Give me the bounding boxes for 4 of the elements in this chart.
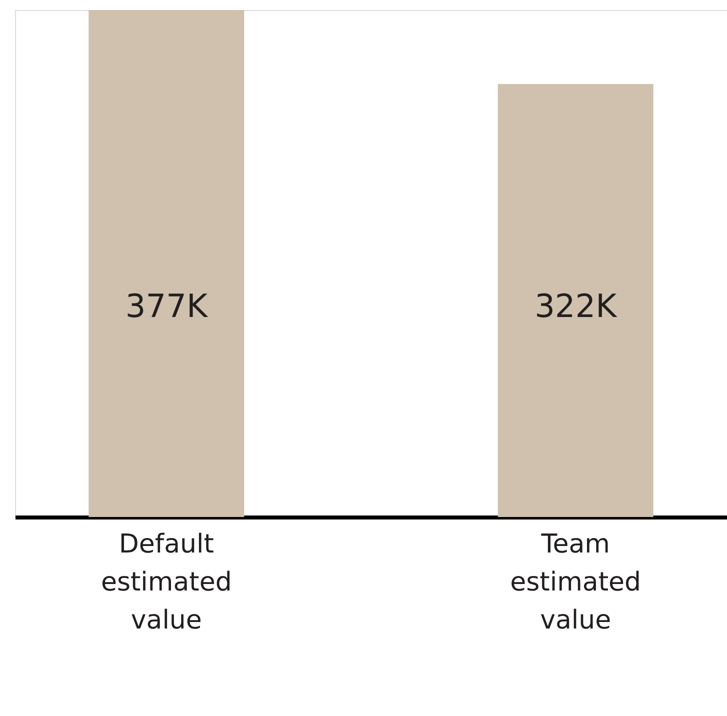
x-tick-label: Default estimated value [100,530,232,636]
data-label: 322K [534,287,618,325]
data-label: 377K [125,287,208,325]
x-tick-label: Team estimated value [510,530,642,636]
